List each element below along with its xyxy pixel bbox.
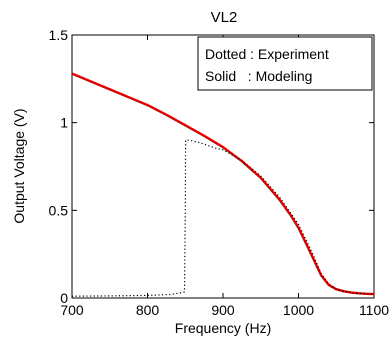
y-tick-label: 1.5 xyxy=(49,27,69,43)
series-line-modeling xyxy=(71,72,375,296)
y-axis-ticks: 0 0.5 1 1.5 xyxy=(49,27,374,306)
y-axis-label: Output Voltage (V) xyxy=(11,108,27,223)
x-tick-label: 700 xyxy=(60,302,84,318)
chart-title: VL2 xyxy=(211,9,238,26)
legend-entry-experiment: Dotted : Experiment xyxy=(205,46,329,62)
x-axis-ticks: 700 800 900 1000 1100 xyxy=(60,35,389,318)
x-tick-label: 800 xyxy=(136,302,160,318)
y-tick-label: 1 xyxy=(60,115,68,131)
x-tick-label: 900 xyxy=(211,302,235,318)
x-axis-label: Frequency (Hz) xyxy=(175,320,271,336)
y-tick-label: 0 xyxy=(60,290,68,306)
legend-entry-modeling: Solid : Modeling xyxy=(205,68,312,84)
legend: Dotted : Experiment Solid : Modeling xyxy=(197,36,373,91)
x-tick-label: 1000 xyxy=(283,302,314,318)
series-layer xyxy=(71,72,375,297)
x-tick-label: 1100 xyxy=(359,302,389,318)
legend-box xyxy=(197,36,373,91)
series-line-experiment xyxy=(71,139,375,297)
y-tick-label: 0.5 xyxy=(49,202,69,218)
